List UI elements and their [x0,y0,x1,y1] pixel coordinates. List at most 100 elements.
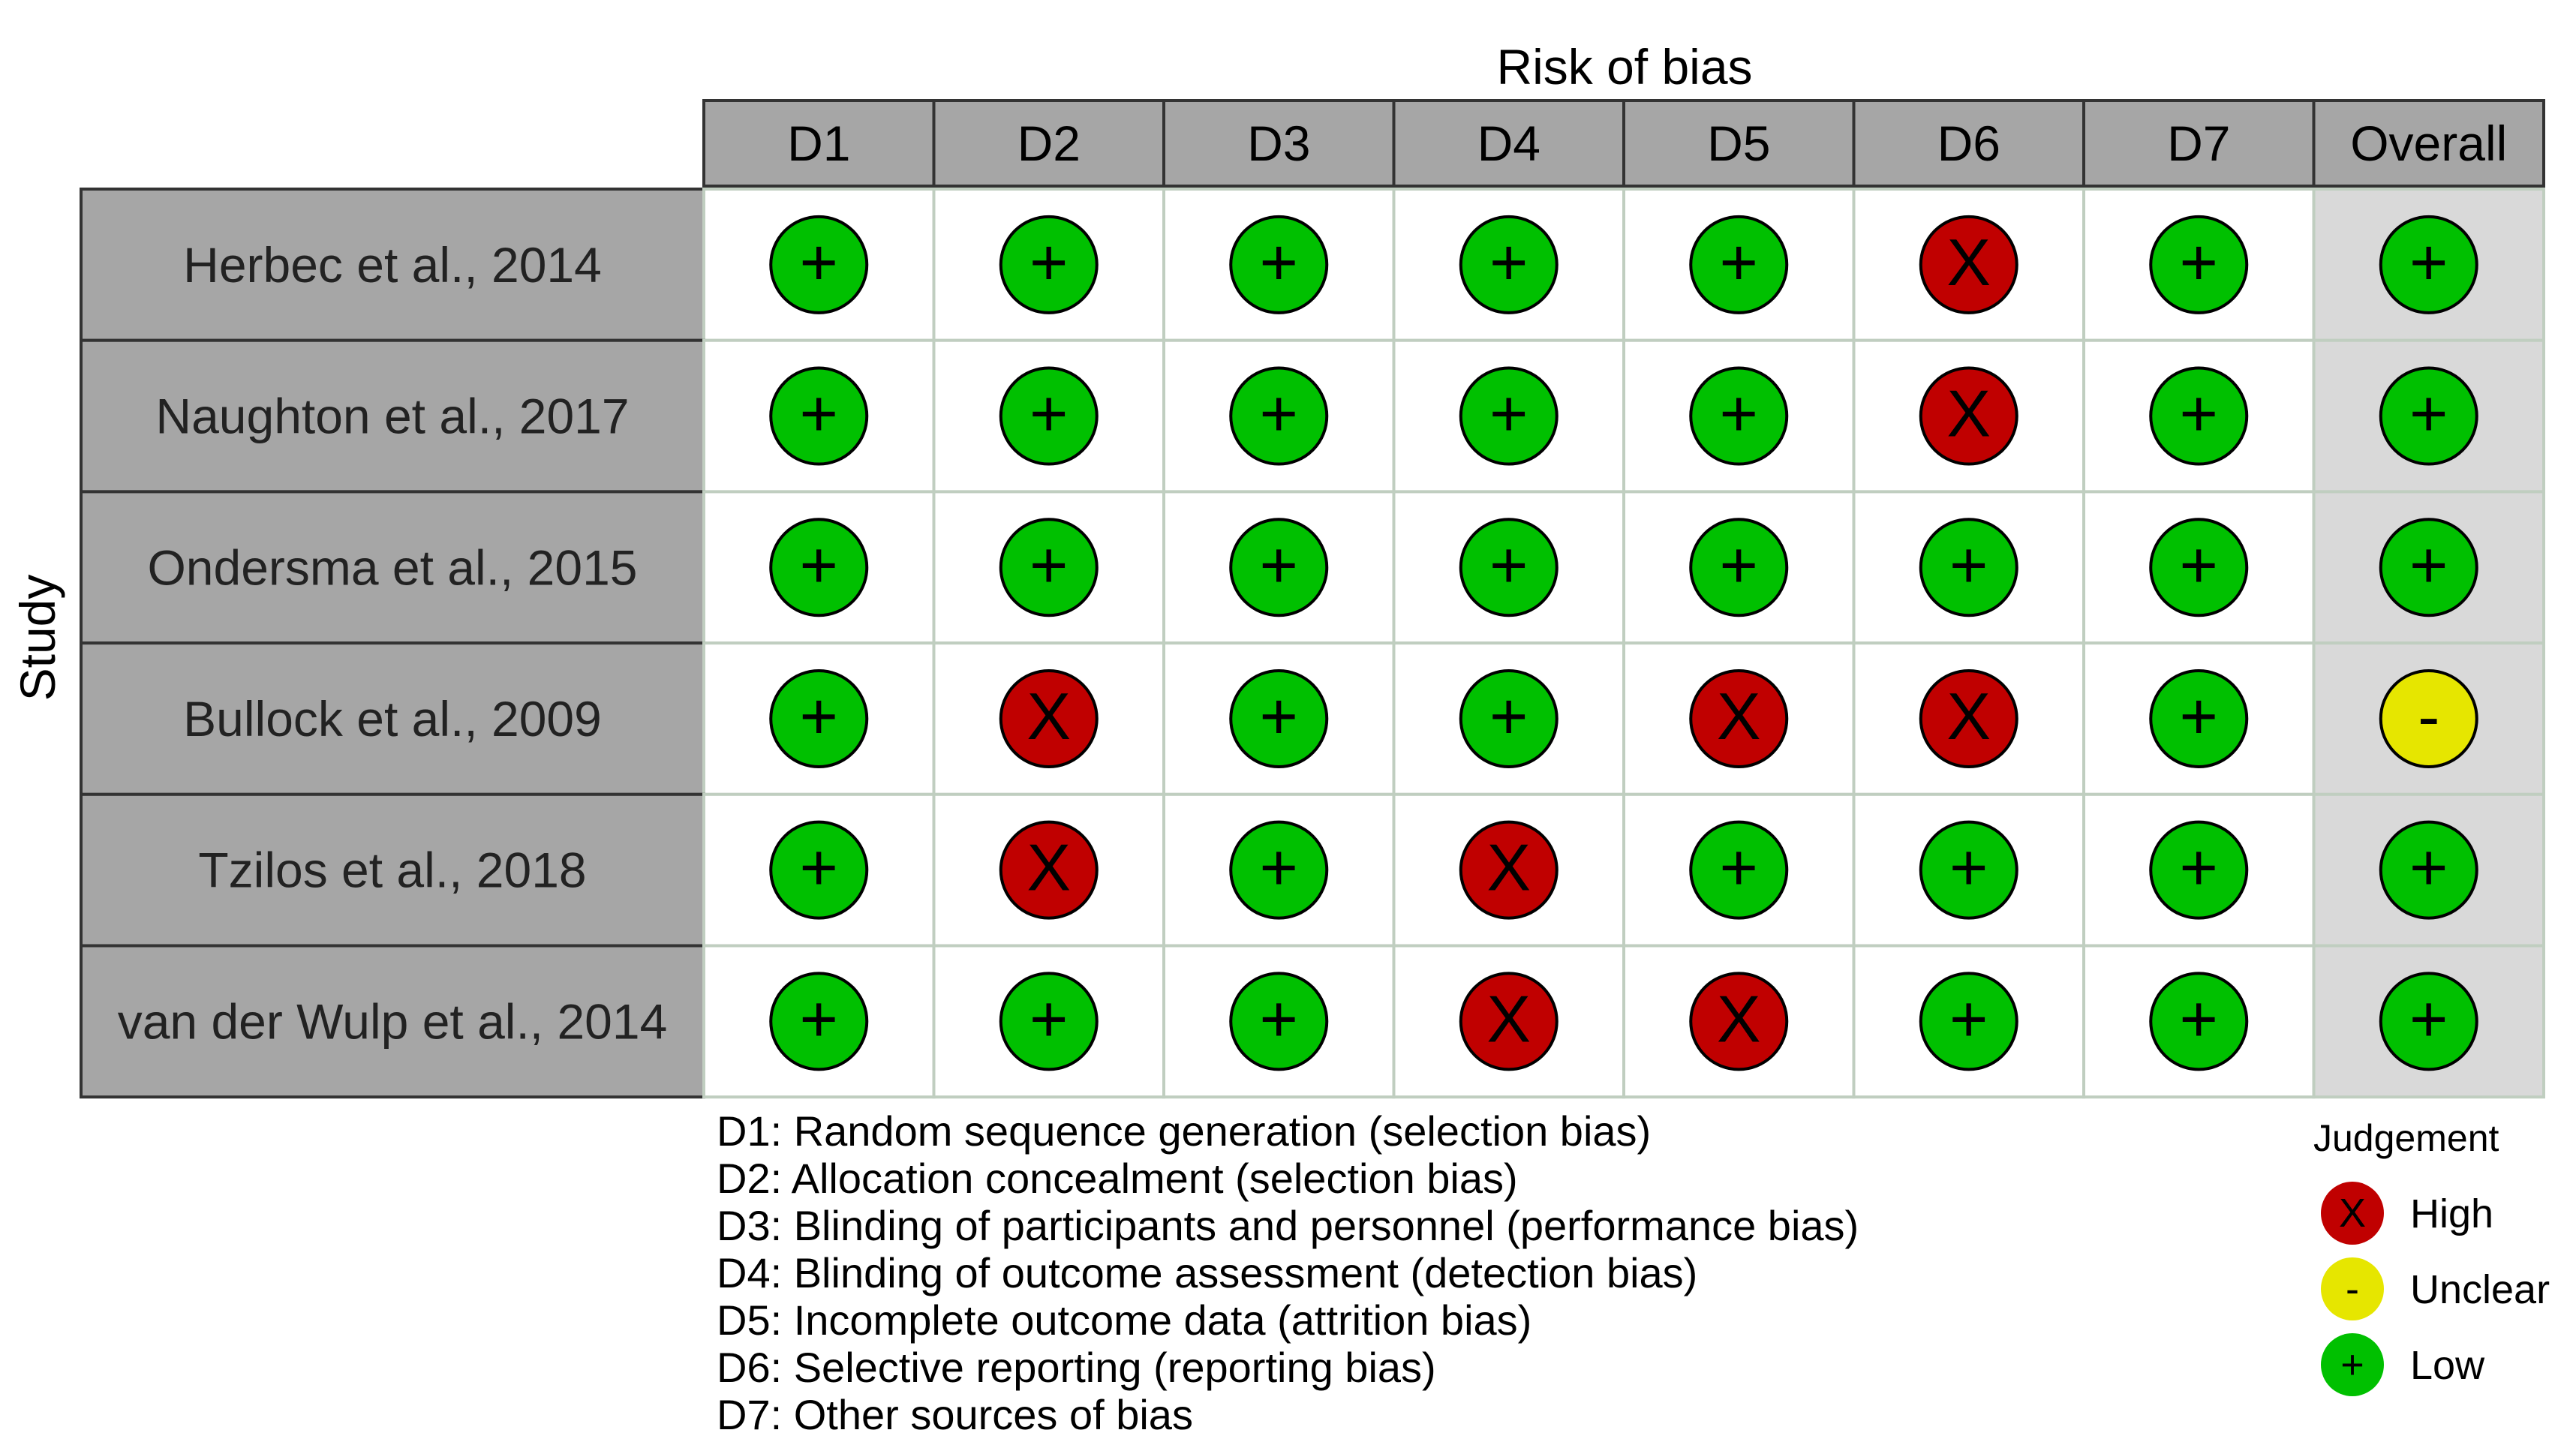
judgement-marker-unclear [2379,668,2478,768]
domain-description: D4: Blinding of outcome assessment (dete… [717,1249,1697,1296]
header-cell-d3 [1162,99,1396,188]
chart-title: Risk of bias [1496,39,1752,95]
header-cell-overall [2312,99,2545,188]
judgement-symbol-low: + [1949,831,1988,905]
judgement-marker-low [1229,972,1329,1071]
judgement-marker-high [1689,668,1789,768]
judgement-marker-low [1689,215,1789,314]
judgement-cell [1852,944,2085,1099]
judgement-symbol-high: X [1026,679,1071,753]
judgement-marker-low [769,366,869,466]
judgement-marker-low [999,366,1099,466]
domain-descriptions: D1: Random sequence generation (selectio… [717,1107,1859,1438]
judgement-symbol-high: X [1946,377,1991,451]
judgement-symbol-low: + [2180,377,2218,451]
header-cell-d6 [1852,99,2085,188]
judgement-symbol-low: + [1029,225,1068,299]
legend-marker-unclear [2321,1257,2384,1320]
judgement-marker-high [1919,668,2018,768]
header-label-d3: D3 [1247,116,1310,171]
header-label-d4: D4 [1477,116,1540,171]
judgement-marker-low [1919,820,2018,920]
judgement-marker-high [1919,215,2018,314]
header-cell-d5 [1622,99,1856,188]
header-label-overall: Overall [2350,116,2507,171]
judgement-marker-high [1919,366,2018,466]
judgement-marker-low [1919,972,2018,1071]
legend-symbol-high: X [2339,1191,2366,1236]
header-cell-d7 [2082,99,2316,188]
study-cell [80,338,705,494]
judgement-symbol-low: + [1949,527,1988,602]
judgement-marker-low [2149,972,2249,1071]
domain-description: D6: Selective reporting (reporting bias) [717,1344,1436,1391]
judgement-symbol-low: + [2409,377,2448,451]
study-label: Naughton et al., 2017 [155,389,629,444]
domain-description: D3: Blinding of participants and personn… [717,1202,1859,1249]
legend-title: Judgement [2313,1117,2499,1159]
legend-label-low: Low [2410,1343,2485,1388]
judgement-symbol-low: + [2180,225,2218,299]
judgement-marker-low [1459,215,1559,314]
header-cell-d1 [702,99,936,188]
judgement-marker-low [1229,820,1329,920]
study-label: van der Wulp et al., 2014 [118,993,668,1049]
study-cell [80,490,705,645]
judgement-grid: D1 D2 D3 D4 D5 D6 D7 Overall Herbec et al., 2014… [80,99,2545,1099]
judgement-marker-low [1459,518,1559,617]
judgement-marker-low [769,972,869,1071]
header-cell-d2 [932,99,1165,188]
judgement-marker-low [999,518,1099,617]
judgement-marker-low [1229,366,1329,466]
judgement-marker-low [769,668,869,768]
judgement-marker-high [1689,972,1789,1071]
judgement-marker-low [1689,820,1789,920]
legend-label-high: High [2410,1191,2493,1236]
study-label: Bullock et al., 2009 [183,691,602,747]
judgement-symbol-low: + [1489,225,1528,299]
header-label-d6: D6 [1937,116,2000,171]
judgement-symbol-low: + [1720,527,1758,602]
legend-symbol-unclear: - [2346,1266,2359,1311]
judgement-symbol-low: + [2180,831,2218,905]
domain-description: D1: Random sequence generation (selectio… [717,1107,1651,1155]
judgement-marker-low [769,820,869,920]
judgement-symbol-low: + [800,679,838,753]
study-label: Tzilos et al., 2018 [198,843,586,898]
judgement-marker-low [1689,366,1789,466]
judgement-symbol-low: + [1949,981,1988,1056]
domain-description: D5: Incomplete outcome data (attrition b… [717,1296,1531,1344]
judgement-marker-low [2379,820,2478,920]
judgement-symbol-low: + [2409,831,2448,905]
study-label: Herbec et al., 2014 [183,237,602,293]
judgement-marker-low [2149,366,2249,466]
header-label-d1: D1 [787,116,850,171]
judgement-symbol-low: + [1029,527,1068,602]
judgement-marker-low [2149,518,2249,617]
judgement-symbol-high: X [1486,831,1531,905]
judgement-cell [1392,641,1625,796]
judgement-marker-low [2149,215,2249,314]
judgement-legend: Judgement X High - Unclear + Low [2313,1117,2550,1396]
judgement-marker-high [1459,820,1559,920]
judgement-marker-high [999,668,1099,768]
judgement-symbol-high: X [1946,225,1991,299]
judgement-symbol-low: + [1260,831,1298,905]
judgement-symbol-low: + [2409,527,2448,602]
judgement-symbol-low: + [1720,377,1758,451]
judgement-marker-low [1229,518,1329,617]
judgement-symbol-low: + [1260,225,1298,299]
judgement-marker-low [2379,518,2478,617]
judgement-symbol-low: + [1029,377,1068,451]
legend-label-unclear: Unclear [2410,1267,2550,1312]
judgement-marker-low [769,518,869,617]
judgement-marker-low [1689,518,1789,617]
judgement-cell [1852,641,2085,796]
judgement-symbol-low: + [1260,679,1298,753]
header-label-d5: D5 [1707,116,1770,171]
judgement-symbol-high: X [1717,679,1761,753]
judgement-marker-low [1229,668,1329,768]
y-axis-label: Study [10,575,65,701]
judgement-marker-low [2379,366,2478,466]
judgement-marker-low [1459,366,1559,466]
